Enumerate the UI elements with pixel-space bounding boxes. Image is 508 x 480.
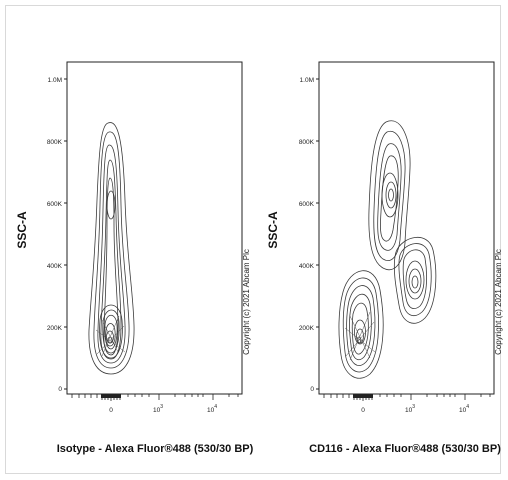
plot-area-border: [66, 61, 243, 395]
x-axis-label: CD116 - Alexa Fluor®488 (530/30 BP): [309, 443, 501, 455]
x-tick-labels: 0 103 104: [109, 404, 217, 414]
y-tick-labels: 0 200K 400K 600K 800K 1.0M: [299, 77, 315, 393]
x-tick-labels: 0 103 104: [361, 404, 469, 414]
y-tick-label-1m: 1.0M: [300, 77, 314, 84]
contour-right-level-3: [402, 249, 427, 309]
copyright-watermark: Copyright (c) 2021 Abcam Plc: [242, 249, 251, 355]
contour-right-level-2: [398, 243, 432, 317]
contour-level-9: [105, 323, 116, 347]
contour-cross-lines: [95, 315, 126, 357]
x-axis-ticks: [323, 394, 491, 401]
contour-level-2: [93, 131, 130, 369]
contour-up-outer: [368, 120, 411, 270]
y-tick-label-200k: 200K: [299, 325, 315, 332]
y-tick-label-400k: 400K: [47, 263, 63, 270]
contour-upper-lobe: [106, 190, 116, 220]
contour-right-level-4: [405, 260, 425, 300]
contour-level-4: [100, 159, 122, 360]
contour-plot: [88, 122, 135, 375]
y-tick-labels: 0 200K 400K 600K 800K 1.0M: [47, 77, 63, 393]
contour-neg-outer: [338, 270, 384, 379]
x-axis-label: Isotype - Alexa Fluor®488 (530/30 BP): [57, 443, 254, 455]
contour-level-7: [102, 309, 120, 354]
y-tick-label-800k: 800K: [299, 139, 315, 146]
contour-right-outer: [393, 236, 437, 324]
x-tick-label-1e3: 103: [405, 404, 415, 414]
y-tick-label-800k: 800K: [47, 139, 63, 146]
x-tick-label-0: 0: [109, 407, 113, 414]
contour-right-center: [411, 275, 419, 289]
x-tick-label-1e4: 104: [207, 404, 217, 414]
y-tick-label-400k: 400K: [299, 263, 315, 270]
y-tick-label-600k: 600K: [47, 201, 63, 208]
contour-neg-level-2: [342, 277, 379, 373]
contour-neg-level-3: [346, 285, 376, 366]
contour-neg-cross-lines: [344, 311, 376, 361]
contour-up-center: [388, 188, 394, 202]
y-tick-label-600k: 600K: [299, 201, 315, 208]
contour-neg-center: [356, 336, 362, 344]
population-negative: [338, 270, 384, 379]
y-tick-label-0: 0: [58, 386, 62, 393]
population-upper: [368, 120, 411, 270]
copyright-watermark: Copyright (c) 2021 Abcam Plc: [494, 249, 503, 355]
population-right: [393, 236, 437, 324]
y-tick-label-1m: 1.0M: [48, 77, 62, 84]
contour-level-5: [103, 177, 119, 356]
contour-neg-level-5: [351, 302, 369, 355]
contour-level-3: [97, 144, 126, 364]
contour-up-level-5: [381, 172, 399, 218]
contour-plot: [338, 120, 437, 379]
y-axis-label: SSC-A: [266, 211, 280, 249]
x-tick-label-1e4: 104: [459, 404, 469, 414]
contour-up-level-6: [385, 181, 397, 209]
contour-neg-level-6: [354, 319, 366, 345]
x-axis-dense-ticks: [353, 394, 373, 398]
contour-up-level-2: [373, 130, 406, 261]
contour-up-level-4: [380, 155, 399, 242]
plot-cd116: SSC-A 0 200K 400K 600K 800K 1.0M: [266, 61, 503, 455]
contour-right-level-5: [408, 268, 422, 294]
y-tick-label-0: 0: [310, 386, 314, 393]
x-tick-label-1e3: 103: [153, 404, 163, 414]
contour-up-level-3: [377, 143, 402, 251]
plot-isotype: SSC-A 0 200K 400K 600K 800K 1.0M: [15, 61, 254, 455]
y-axis-ticks: [64, 78, 67, 390]
contour-level-8: [104, 314, 118, 350]
y-axis-ticks: [316, 78, 319, 390]
contour-neg-level-4: [349, 293, 372, 361]
x-tick-label-0: 0: [361, 407, 365, 414]
contour-outer: [88, 122, 135, 375]
x-axis-dense-ticks: [101, 394, 121, 398]
y-tick-label-200k: 200K: [47, 325, 63, 332]
y-axis-label: SSC-A: [15, 211, 29, 249]
x-axis-ticks: [71, 394, 239, 401]
figure-frame: [5, 5, 501, 474]
plot-area-border: [318, 61, 495, 395]
